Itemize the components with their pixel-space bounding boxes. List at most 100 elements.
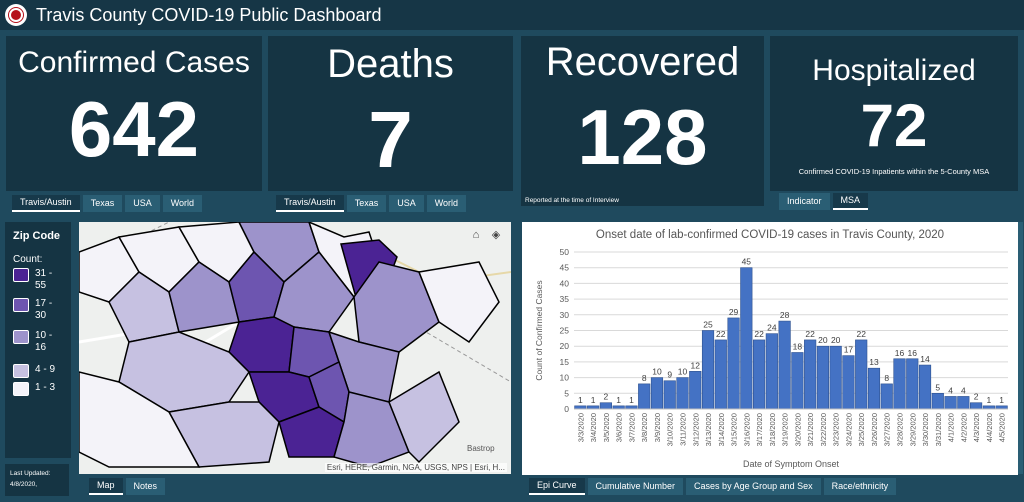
data-label: 10 xyxy=(652,367,662,377)
bar xyxy=(906,358,919,410)
legend-label: 10 - 16 xyxy=(35,330,53,353)
data-label: 29 xyxy=(729,307,739,317)
y-tick-label: 10 xyxy=(560,373,570,383)
map-credit: Esri, HERE, Garmin, NGA, USGS, NPS | Esr… xyxy=(324,463,507,472)
x-tick-label: 3/27/2020 xyxy=(883,413,892,446)
tab-hospitalized-indicator[interactable]: Indicator xyxy=(779,193,830,210)
home-icon[interactable]: ⌂ xyxy=(472,229,480,241)
bar xyxy=(957,396,970,410)
bar xyxy=(714,339,727,410)
y-tick-label: 35 xyxy=(560,294,570,304)
data-label: 8 xyxy=(642,373,647,383)
zip-code-legend: Zip Code Count: 31 - 55 17 - 30 10 - 16 … xyxy=(5,222,71,458)
bar xyxy=(944,396,957,410)
tab-race-ethnicity[interactable]: Race/ethnicity xyxy=(823,478,897,495)
data-label: 5 xyxy=(935,382,940,392)
chart-svg: 0510152025303540455013/3/202013/4/202023… xyxy=(534,247,1008,469)
data-label: 1 xyxy=(999,395,1004,405)
y-tick-label: 30 xyxy=(560,310,570,320)
confirmed-cases-title: Confirmed Cases xyxy=(18,46,250,79)
tab-deaths-texas[interactable]: Texas xyxy=(346,195,387,212)
hospitalized-panel: Hospitalized 72 Confirmed COVID-19 Inpat… xyxy=(770,36,1018,191)
data-label: 22 xyxy=(754,329,764,339)
data-label: 22 xyxy=(716,329,726,339)
x-tick-label: 3/18/2020 xyxy=(768,413,777,446)
bar xyxy=(663,380,676,410)
bar xyxy=(867,367,881,410)
scrollbar[interactable] xyxy=(1018,222,1023,474)
x-tick-label: 3/22/2020 xyxy=(819,413,828,446)
tab-deaths-travis[interactable]: Travis/Austin xyxy=(276,195,344,212)
tab-confirmed-travis[interactable]: Travis/Austin xyxy=(12,195,80,212)
bar xyxy=(880,383,893,410)
x-tick-label: 3/16/2020 xyxy=(742,413,751,446)
recovered-value: 128 xyxy=(577,93,708,181)
x-tick-label: 4/1/2020 xyxy=(947,413,956,442)
bar xyxy=(599,402,612,410)
data-label: 2 xyxy=(974,392,979,402)
y-tick-label: 45 xyxy=(560,263,570,273)
bar xyxy=(842,355,855,410)
tab-cumulative-number[interactable]: Cumulative Number xyxy=(587,478,684,495)
tab-confirmed-texas[interactable]: Texas xyxy=(82,195,123,212)
legend-label: 4 - 9 xyxy=(35,364,56,375)
bar xyxy=(765,333,778,410)
x-tick-label: 4/3/2020 xyxy=(972,413,981,442)
tab-epi-curve[interactable]: Epi Curve xyxy=(529,478,585,495)
confirmed-cases-value: 642 xyxy=(68,85,200,173)
data-label: 20 xyxy=(818,335,828,345)
x-tick-label: 3/17/2020 xyxy=(755,413,764,446)
confirmed-cases-tabs: Travis/Austin Texas USA World xyxy=(12,195,203,212)
bar xyxy=(740,267,753,410)
legend-item: 17 - 30 xyxy=(13,298,65,322)
data-label: 20 xyxy=(831,335,841,345)
data-label: 1 xyxy=(578,395,583,405)
x-tick-label: 3/7/2020 xyxy=(627,413,636,442)
bar xyxy=(931,393,944,410)
x-tick-label: 3/24/2020 xyxy=(844,413,853,446)
tab-hospitalized-msa[interactable]: MSA xyxy=(832,193,869,210)
data-label: 1 xyxy=(986,395,991,405)
x-axis-label: Date of Symptom Onset xyxy=(743,459,840,469)
bar xyxy=(753,339,766,410)
tab-notes[interactable]: Notes xyxy=(125,478,166,495)
zip-code-map[interactable]: ⌂ ◈ Bastrop Esri, HERE, Garmin, NGA, USG… xyxy=(79,222,511,474)
tab-map[interactable]: Map xyxy=(89,478,123,495)
tab-deaths-world[interactable]: World xyxy=(426,195,467,212)
legend-label: 17 - 30 xyxy=(35,298,53,321)
last-updated-label: Last Updated: xyxy=(10,470,51,477)
legend-swatch xyxy=(13,268,29,282)
y-axis-label: Count of Confirmed Cases xyxy=(534,280,544,380)
legend-label: 1 - 3 xyxy=(35,382,56,393)
tab-cases-by-age-sex[interactable]: Cases by Age Group and Sex xyxy=(686,478,821,495)
recovered-panel: Recovered 128 Reported at the time of In… xyxy=(521,36,764,206)
dashboard-title: Travis County COVID-19 Public Dashboard xyxy=(36,4,382,25)
bar xyxy=(816,345,829,410)
x-tick-label: 3/21/2020 xyxy=(806,413,815,446)
data-label: 28 xyxy=(780,310,790,320)
data-label: 22 xyxy=(805,329,815,339)
data-label: 24 xyxy=(767,323,777,333)
x-tick-label: 3/6/2020 xyxy=(615,413,624,442)
x-tick-label: 3/9/2020 xyxy=(653,413,662,442)
tab-confirmed-usa[interactable]: USA xyxy=(125,195,160,212)
layers-icon[interactable]: ◈ xyxy=(491,229,501,241)
map-tabs: Map Notes xyxy=(89,478,166,495)
tab-deaths-usa[interactable]: USA xyxy=(389,195,424,212)
travis-county-logo xyxy=(5,4,27,26)
x-tick-label: 4/4/2020 xyxy=(985,413,994,442)
legend-item: 10 - 16 xyxy=(13,330,65,354)
x-tick-label: 4/2/2020 xyxy=(959,413,968,442)
app-header: Travis County COVID-19 Public Dashboard xyxy=(0,0,1024,30)
data-label: 16 xyxy=(908,348,918,358)
x-tick-label: 3/3/2020 xyxy=(576,413,585,442)
data-label: 2 xyxy=(604,392,609,402)
data-label: 25 xyxy=(703,320,713,330)
x-tick-label: 3/28/2020 xyxy=(896,413,905,446)
chart-tabs: Epi Curve Cumulative Number Cases by Age… xyxy=(529,478,897,495)
y-tick-label: 15 xyxy=(560,357,570,367)
x-tick-label: 3/20/2020 xyxy=(793,413,802,446)
tab-confirmed-world[interactable]: World xyxy=(162,195,203,212)
recovered-title: Recovered xyxy=(545,40,740,84)
deaths-panel: Deaths 7 xyxy=(268,36,513,191)
